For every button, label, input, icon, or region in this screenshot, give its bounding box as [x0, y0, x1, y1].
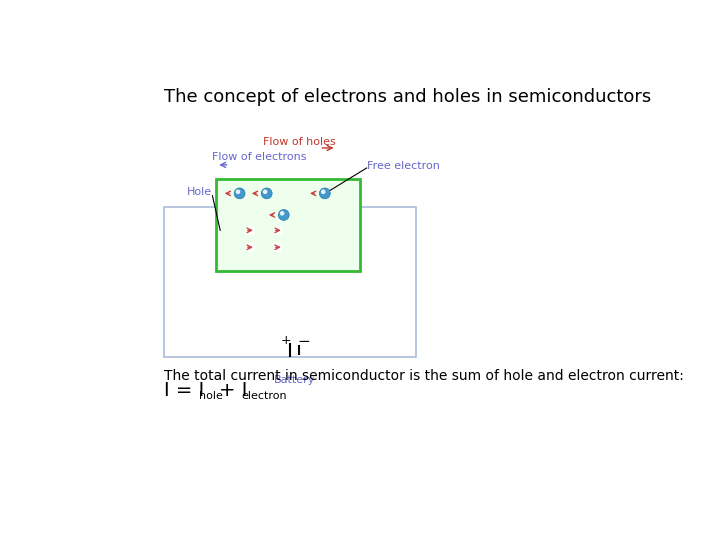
Circle shape [322, 190, 325, 193]
Circle shape [281, 212, 284, 215]
Circle shape [246, 243, 255, 252]
Bar [163, 207, 415, 357]
Text: Free electron: Free electron [367, 161, 441, 171]
Circle shape [234, 188, 245, 199]
Circle shape [274, 226, 282, 234]
Circle shape [246, 226, 255, 234]
Text: Hole: Hole [186, 187, 212, 197]
Circle shape [261, 188, 272, 199]
Text: The total current in semiconductor is the sum of hole and electron current:: The total current in semiconductor is th… [163, 369, 683, 383]
Text: −: − [297, 334, 310, 349]
Circle shape [236, 190, 240, 193]
Text: The concept of electrons and holes in semiconductors: The concept of electrons and holes in se… [163, 88, 651, 106]
Text: + I: + I [220, 381, 248, 400]
Circle shape [320, 188, 330, 199]
Circle shape [279, 210, 289, 220]
Text: Flow of electrons: Flow of electrons [212, 152, 306, 162]
Text: Battery: Battery [274, 375, 315, 385]
Circle shape [264, 190, 266, 193]
Bar [216, 179, 360, 271]
Circle shape [274, 243, 282, 252]
Text: I = I: I = I [163, 381, 204, 400]
Text: +: + [281, 334, 292, 347]
Text: electron: electron [241, 391, 287, 401]
Text: Flow of holes: Flow of holes [263, 137, 336, 147]
Text: hole: hole [199, 391, 223, 401]
